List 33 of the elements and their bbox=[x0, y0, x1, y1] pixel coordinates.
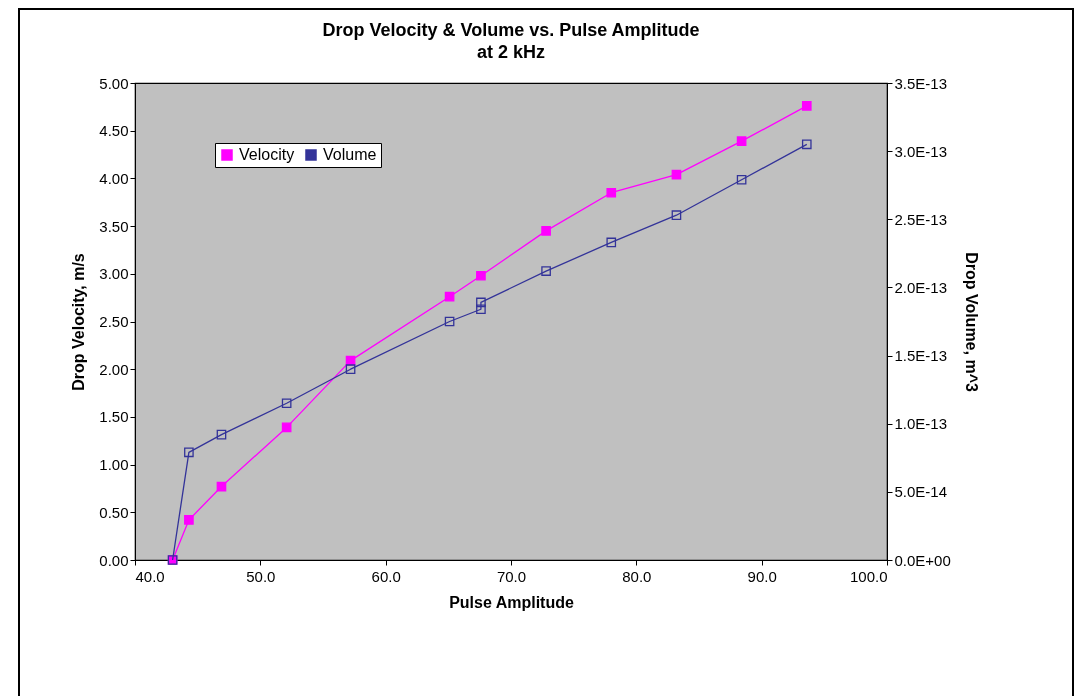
y-tick-label: 2.00 bbox=[99, 360, 129, 378]
y-axis-title: Drop Velocity, m/s bbox=[70, 253, 88, 391]
y-tick-label: 0.50 bbox=[99, 503, 129, 521]
y2-tick-label: 3.0E-13 bbox=[894, 142, 948, 160]
legend-label: Velocity bbox=[239, 146, 295, 163]
y-tick-label: 4.00 bbox=[99, 169, 129, 187]
y-tick-label: 3.50 bbox=[99, 217, 129, 235]
y-tick-label: 5.00 bbox=[99, 74, 129, 92]
y2-tick-label: 0.0E+00 bbox=[894, 551, 951, 569]
x-tick-label: 40.0 bbox=[135, 567, 165, 585]
y2-tick-label: 5.0E-14 bbox=[894, 483, 948, 501]
y-tick-label: 1.50 bbox=[99, 408, 129, 426]
chart-title: Drop Velocity & Volume vs. Pulse Amplitude bbox=[322, 20, 700, 40]
y-tick-label: 2.50 bbox=[99, 313, 129, 330]
y2-tick-label: 3.5E-13 bbox=[894, 74, 948, 92]
y-tick-label: 3.00 bbox=[99, 265, 129, 283]
y2-tick-label: 1.0E-13 bbox=[894, 415, 948, 433]
x-tick-label: 60.0 bbox=[371, 567, 401, 585]
x-tick-label: 50.0 bbox=[246, 567, 276, 585]
x-tick-label: 70.0 bbox=[496, 567, 527, 585]
y2-tick-label: 2.0E-13 bbox=[894, 278, 948, 296]
y-tick-label: 4.50 bbox=[99, 122, 129, 140]
x-tick-label: 90.0 bbox=[747, 567, 777, 585]
y2-tick-label: 1.5E-13 bbox=[894, 347, 948, 365]
x-tick-label: 100.0 bbox=[849, 567, 888, 585]
y-tick-label: 0.00 bbox=[99, 551, 129, 569]
y2-axis-title: Drop Volume, m^3 bbox=[962, 252, 980, 392]
legend-label: Volume bbox=[323, 146, 377, 163]
chart-subtitle: at 2 kHz bbox=[476, 42, 546, 62]
x-tick-label: 80.0 bbox=[622, 567, 652, 585]
y-tick-label: 1.00 bbox=[99, 456, 129, 474]
y2-tick-label: 2.5E-13 bbox=[894, 210, 948, 228]
x-axis-title: Pulse Amplitude bbox=[449, 593, 574, 611]
